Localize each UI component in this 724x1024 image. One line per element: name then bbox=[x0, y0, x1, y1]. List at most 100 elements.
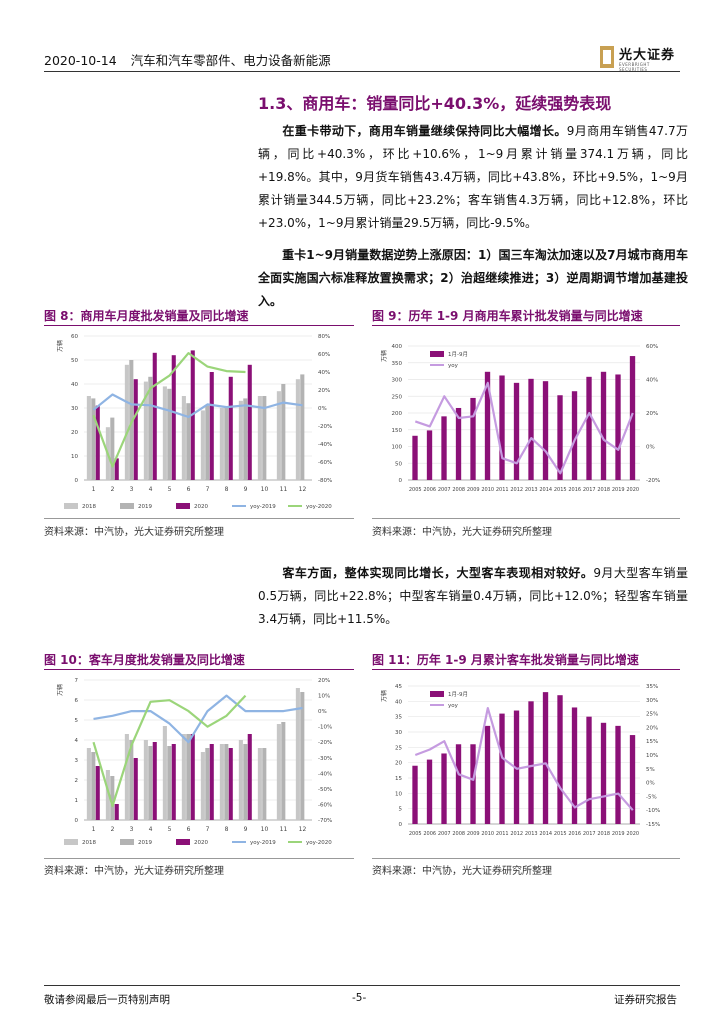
fig11-y-tick-label: 15 bbox=[395, 776, 402, 782]
fig9-bar-1月-9月 bbox=[455, 407, 462, 480]
fig8-bar-2019 bbox=[205, 405, 210, 480]
header-divider bbox=[44, 71, 680, 72]
fig10-y-tick-label: 3 bbox=[75, 758, 79, 764]
fig8-legend-label: 2020 bbox=[194, 504, 208, 510]
fig8-y-tick-label: 40 bbox=[71, 382, 78, 388]
fig8-y2-tick-label: -20% bbox=[318, 424, 332, 430]
fig8-bar-2018 bbox=[276, 391, 281, 480]
fig9-bar-1月-9月 bbox=[542, 381, 549, 480]
fig8-bar-2019 bbox=[224, 408, 229, 480]
fig8-y2-tick-label: 0% bbox=[318, 406, 327, 412]
fig9-x-tick-label: 2019 bbox=[612, 487, 625, 493]
fig8-y-tick-label: 50 bbox=[71, 358, 78, 364]
fig9-x-tick-label: 2009 bbox=[467, 487, 480, 493]
fig10-y2-tick-label: 10% bbox=[318, 694, 330, 700]
fig9-x-tick-label: 2017 bbox=[583, 487, 596, 493]
fig9-y2-tick-label: 60% bbox=[646, 344, 658, 350]
fig9-y2-tick-label: -20% bbox=[646, 478, 660, 484]
fig10-bar-2019 bbox=[110, 776, 115, 820]
fig9-bar-1月-9月 bbox=[499, 375, 505, 480]
fig10-bar-2018 bbox=[181, 734, 186, 820]
fig10-bar-2018 bbox=[200, 752, 205, 820]
fig10-x-tick-label: 8 bbox=[225, 826, 229, 833]
fig8-y-tick-label: 0 bbox=[75, 478, 79, 484]
fig11-y-axis-label: 万辆 bbox=[380, 690, 388, 702]
fig10-bar-2020 bbox=[190, 734, 195, 820]
fig11-bar-1月-9月 bbox=[542, 692, 549, 824]
fig8-bar-2020 bbox=[95, 405, 100, 480]
fig11-x-tick-label: 2007 bbox=[438, 831, 451, 837]
fig11-bar-1月-9月 bbox=[528, 701, 534, 824]
fig11-y2-tick-label: 5% bbox=[646, 767, 655, 773]
fig10-bar-2019 bbox=[243, 744, 248, 820]
fig11-x-tick-label: 2013 bbox=[525, 831, 538, 837]
fig8-bar-2019 bbox=[110, 417, 115, 480]
fig10-y-tick-label: 5 bbox=[75, 718, 79, 724]
fig11-y-tick-label: 0 bbox=[399, 822, 403, 828]
fig8-y2-tick-label: -80% bbox=[318, 478, 332, 484]
fig11-x-tick-label: 2006 bbox=[423, 831, 436, 837]
fig8-bar-2019 bbox=[281, 384, 286, 480]
fig9-line-yoy bbox=[414, 381, 634, 475]
fig9-y-tick-label: 100 bbox=[392, 445, 403, 451]
fig11-y2-tick-label: -10% bbox=[646, 808, 660, 814]
paragraph-commercial-lead: 在重卡带动下，商用车销量继续保持同比大幅增长。 bbox=[282, 124, 567, 138]
fig11-y-tick-label: 10 bbox=[395, 791, 402, 797]
fig10-chart: 01234567-70%-60%-50%-40%-30%-20%-10%0%10… bbox=[56, 678, 332, 846]
fig8-bar-2018 bbox=[86, 396, 91, 480]
fig8-bar-2020 bbox=[152, 352, 157, 480]
fig10-y2-tick-label: -30% bbox=[318, 756, 332, 762]
fig10-y2-tick-label: -60% bbox=[318, 802, 332, 808]
fig9-y-tick-label: 150 bbox=[392, 428, 403, 434]
fig8-x-tick-label: 1 bbox=[92, 486, 96, 493]
fig10-bar-2019 bbox=[186, 734, 191, 820]
paragraph-commercial-body: 9月商用车销售47.7万辆，同比+40.3%，环比+10.6%，1~9月累计销量… bbox=[258, 124, 688, 230]
logo-sub: EVERBRIGHT SECURITIES bbox=[619, 62, 650, 72]
fig11-bar-1月-9月 bbox=[441, 753, 447, 824]
fig8-y2-tick-label: 20% bbox=[318, 388, 330, 394]
fig11-bar-1月-9月 bbox=[470, 744, 476, 824]
fig8-bar-2018 bbox=[181, 396, 186, 480]
fig10-bar-2020 bbox=[95, 766, 100, 820]
fig10-legend-label: yoy-2020 bbox=[306, 840, 332, 846]
fig10-x-tick-label: 6 bbox=[187, 826, 191, 833]
fig9-bar-1月-9月 bbox=[629, 356, 636, 480]
fig10-bar-2018 bbox=[238, 740, 243, 820]
fig9-bar-1月-9月 bbox=[426, 430, 433, 480]
fig11-bar-1月-9月 bbox=[455, 744, 462, 824]
fig10-bar-2018 bbox=[295, 688, 300, 820]
fig10-y2-tick-label: 0% bbox=[318, 709, 327, 715]
fig9-x-tick-label: 2006 bbox=[423, 487, 436, 493]
fig10-x-tick-label: 10 bbox=[261, 826, 269, 833]
fig10-y-tick-label: 0 bbox=[75, 818, 79, 824]
fig11-x-tick-label: 2008 bbox=[452, 831, 465, 837]
fig11-x-tick-label: 2012 bbox=[510, 831, 523, 837]
fig10-bar-2019 bbox=[262, 748, 267, 820]
fig10-bar-2019 bbox=[281, 722, 286, 820]
fig8-bar-2019 bbox=[186, 403, 191, 480]
fig10-bar-2018 bbox=[124, 734, 129, 820]
fig8-source-rule bbox=[44, 518, 354, 519]
fig9-y-tick-label: 350 bbox=[392, 361, 403, 367]
fig9-y2-tick-label: 0% bbox=[646, 445, 655, 451]
fig10-x-tick-label: 4 bbox=[149, 826, 153, 833]
fig8-bar-2019 bbox=[91, 398, 96, 480]
fig9-bar-1月-9月 bbox=[470, 397, 476, 480]
fig10-source: 资料来源：中汽协，光大证券研究所整理 bbox=[44, 866, 224, 877]
fig8-x-tick-label: 12 bbox=[299, 486, 307, 493]
fig11-y-tick-label: 25 bbox=[395, 745, 402, 751]
fig10-y2-tick-label: -40% bbox=[318, 771, 332, 777]
fig8-legend-label: yoy-2020 bbox=[306, 504, 332, 510]
fig10-y-tick-label: 4 bbox=[75, 738, 79, 744]
fig8-y2-tick-label: -60% bbox=[318, 460, 332, 466]
fig11-bar-1月-9月 bbox=[629, 735, 636, 824]
fig10-y-tick-label: 7 bbox=[75, 678, 79, 684]
fig11-y2-tick-label: 10% bbox=[646, 753, 658, 759]
fig11-x-tick-label: 2014 bbox=[539, 831, 552, 837]
paragraph-heavy-truck-text: 重卡1~9月销量数据逆势上涨原因：1）国三车淘汰加速以及7月城市商用车全面实施国… bbox=[258, 248, 688, 308]
report-date: 2020-10-14 bbox=[44, 53, 117, 68]
fig10-bar-2018 bbox=[105, 770, 110, 820]
fig8-x-tick-label: 8 bbox=[225, 486, 229, 493]
fig11-source: 资料来源：中汽协，光大证券研究所整理 bbox=[372, 866, 552, 877]
paragraph-heavy-truck: 重卡1~9月销量数据逆势上涨原因：1）国三车淘汰加速以及7月城市商用车全面实施国… bbox=[258, 244, 688, 313]
